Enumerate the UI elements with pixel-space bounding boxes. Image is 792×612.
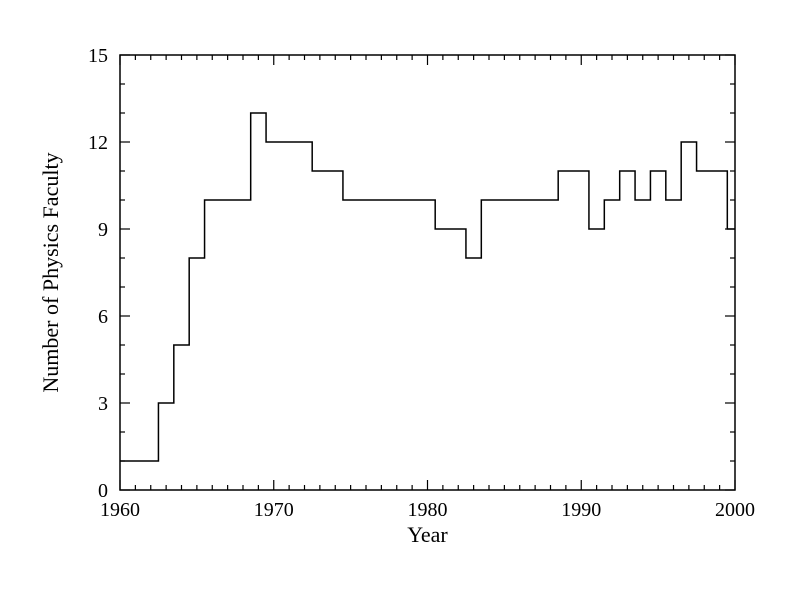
x-axis-label: Year: [407, 522, 448, 547]
y-tick-label: 9: [98, 219, 108, 241]
y-axis-label: Number of Physics Faculty: [38, 152, 63, 392]
x-tick-label: 2000: [715, 499, 755, 521]
y-tick-label: 12: [88, 132, 108, 154]
y-tick-label: 15: [88, 45, 108, 67]
x-tick-label: 1960: [100, 499, 140, 521]
faculty-step-chart: 1960 1970 1980 1990 2000 0 3 6 9 12 15 Year Number o…: [0, 0, 792, 612]
y-tick-label: 6: [98, 306, 108, 328]
y-tick-label: 3: [98, 393, 108, 415]
x-tick-label: 1980: [408, 499, 448, 521]
y-tick-label: 0: [98, 480, 108, 502]
x-tick-label: 1990: [561, 499, 601, 521]
x-tick-label: 1970: [254, 499, 294, 521]
